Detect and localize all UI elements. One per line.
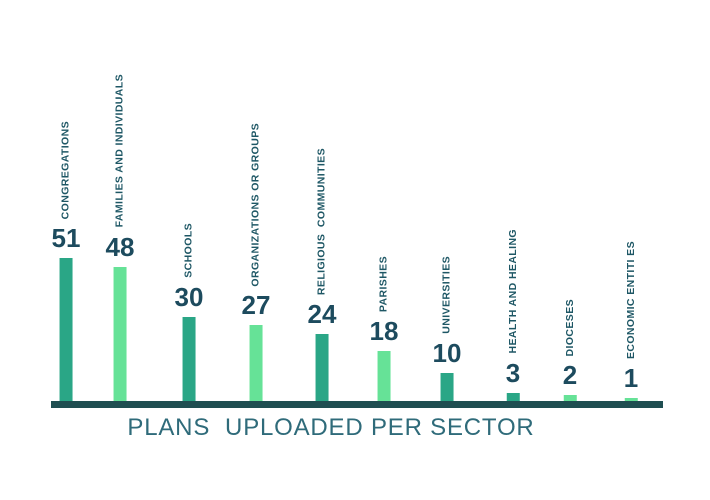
- bar: [506, 392, 520, 401]
- bar-column: ECONOMIC ENTITI ES 1: [624, 241, 638, 401]
- bar-column: FAMILIES AND INDIVIDUALS 48: [105, 74, 135, 401]
- category-label: SCHOOLS: [182, 223, 195, 278]
- bar: [182, 317, 196, 401]
- bar-column: PARISHES 18: [369, 255, 399, 401]
- category-label: HEALTH AND HEALING: [506, 229, 519, 354]
- bar-column: ORGANIZATIONS OR GROUPS 27: [241, 122, 271, 401]
- value-label: 24: [307, 298, 337, 329]
- bar-column: HEALTH AND HEALING 3: [506, 229, 520, 401]
- category-label: DIOCESES: [563, 298, 576, 357]
- category-label: ECONOMIC ENTITI ES: [624, 241, 637, 360]
- bar-column: UNIVERSITIES 10: [432, 256, 462, 401]
- category-label: CONGREGATIONS: [59, 120, 72, 220]
- value-label: 30: [174, 282, 204, 312]
- bar-column: CONGREGATIONS 51: [51, 120, 81, 401]
- chart-title: PLANS UPLOADED PER SECTOR: [127, 414, 535, 441]
- category-label: FAMILIES AND INDIVIDUALS: [113, 74, 126, 228]
- bar: [624, 398, 638, 401]
- category-label: PARISHES: [377, 255, 390, 312]
- value-label: 3: [505, 357, 521, 388]
- bar: [59, 258, 73, 401]
- bar-column: SCHOOLS 30: [174, 223, 204, 401]
- value-label: 27: [241, 290, 271, 321]
- bar: [249, 325, 263, 401]
- bar: [315, 333, 329, 401]
- value-label: 51: [51, 223, 81, 254]
- category-label: ORGANIZATIONS OR GROUPS: [249, 122, 262, 287]
- value-label: 2: [562, 360, 578, 391]
- value-label: 1: [623, 363, 639, 394]
- bar: [377, 350, 391, 401]
- bar: [563, 395, 577, 401]
- value-label: 10: [432, 338, 462, 368]
- bar: [440, 373, 454, 401]
- bar: [113, 266, 127, 401]
- bar-column: RELIGIOUS COMMUNITIES 24: [307, 147, 337, 401]
- value-label: 48: [105, 231, 135, 262]
- value-label: 18: [369, 315, 399, 346]
- x-axis-line: [51, 401, 663, 408]
- category-label: RELIGIOUS COMMUNITIES: [315, 147, 328, 295]
- bar-column: DIOCESES 2: [563, 299, 577, 401]
- category-label: UNIVERSITIES: [440, 256, 453, 334]
